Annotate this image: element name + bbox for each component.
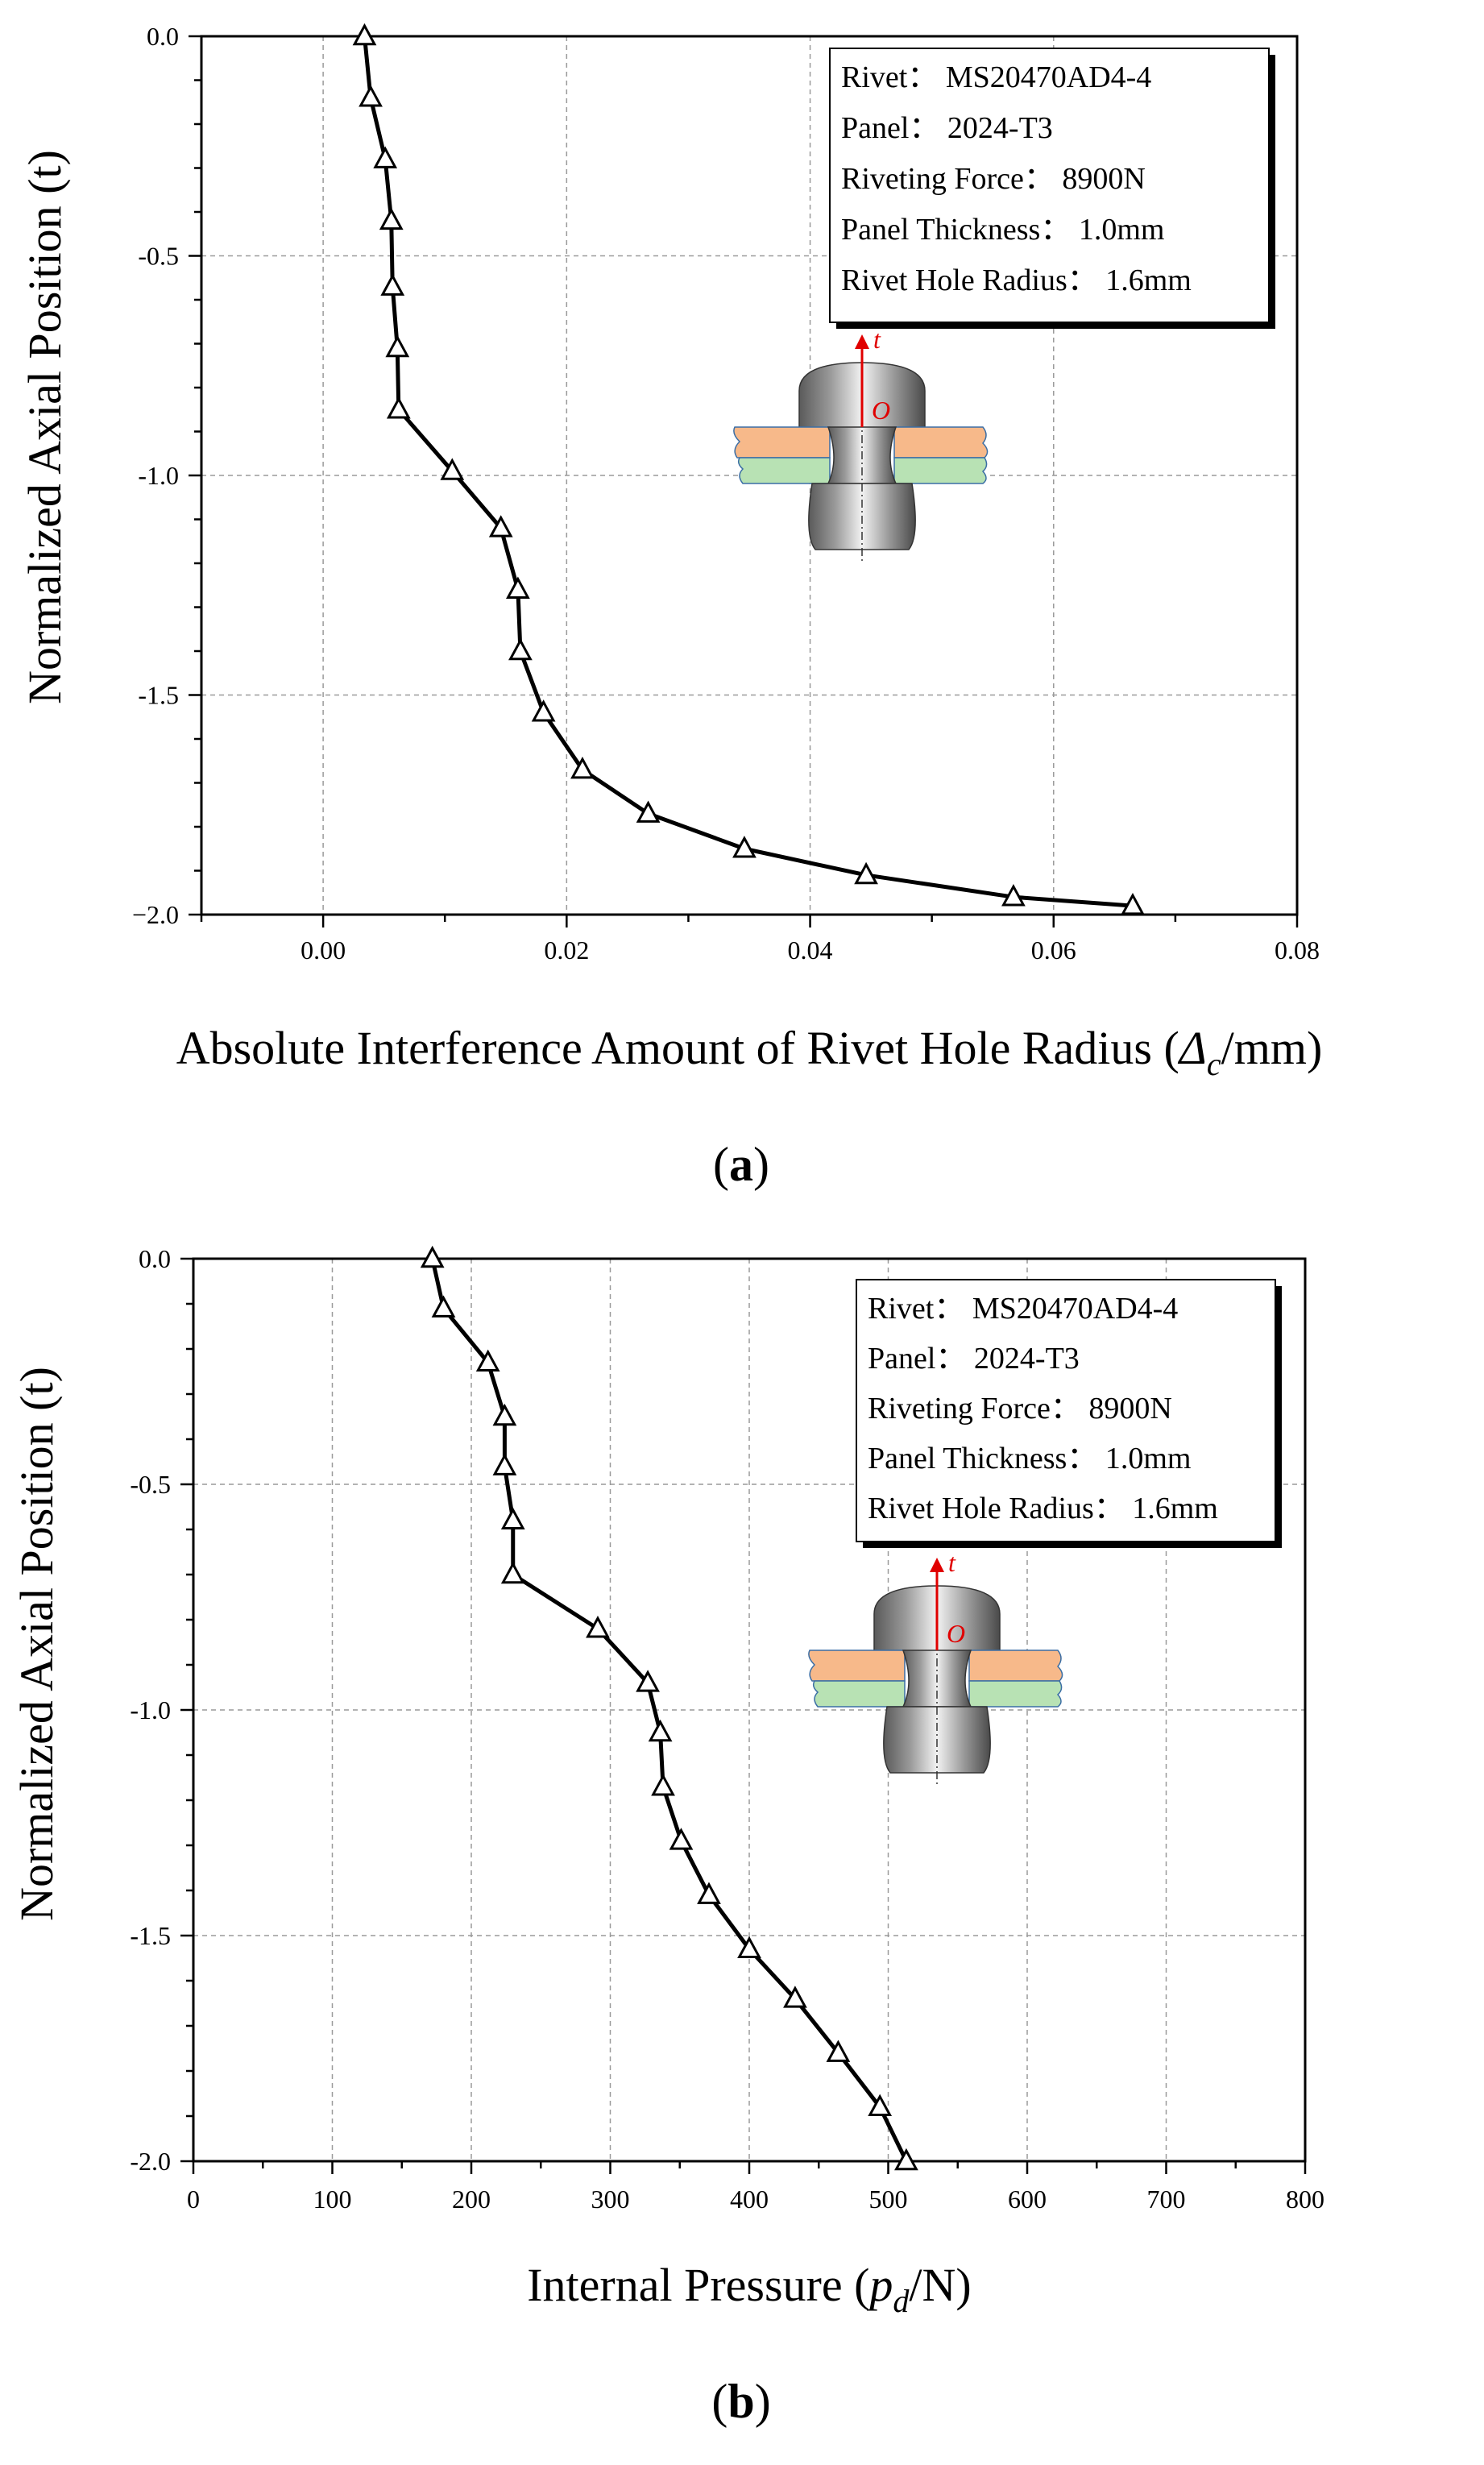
x-tick-label: 0.02	[544, 936, 589, 965]
x-tick-label: 200	[452, 2185, 491, 2214]
data-point-marker	[431, 1295, 456, 1318]
y-axis-title: Normalized Axial Position (t)	[10, 1367, 63, 1921]
data-point-marker	[648, 1719, 673, 1742]
chart-panel-a: 0.00 0.02 0.04 0.06 0.08 0.0 -0.5 -1.0 -1.5 −2.0 A…	[19, 22, 1322, 1191]
data-point-marker	[651, 1774, 675, 1796]
legend-frame	[856, 1279, 1276, 1542]
y-tick-label: 0.0	[139, 1244, 171, 1273]
legend-entry: Rivet： MS20470AD4-4	[841, 60, 1151, 94]
data-point-marker	[868, 2094, 893, 2117]
upper-panel-right	[968, 1650, 1063, 1682]
legend-entry: Panel： 2024-T3	[841, 111, 1053, 145]
x-tick-label: 0	[187, 2185, 200, 2214]
data-point-marker	[506, 576, 530, 599]
x-tick-label: 0.04	[788, 936, 833, 965]
inset-t-label: t	[948, 1548, 956, 1577]
legend-entry: Rivet Hole Radius： 1.6mm	[841, 264, 1192, 297]
y-tick-label: -1.5	[138, 681, 179, 710]
upper-panel-right	[893, 426, 989, 459]
rivet-inset-diagram: tO	[808, 1548, 1063, 1787]
legend-entry: Riveting Force： 8900N	[868, 1392, 1172, 1425]
x-tick-label: 400	[730, 2185, 769, 2214]
legend-entry: Panel Thickness： 1.0mm	[868, 1442, 1191, 1475]
x-tick-label: 0.06	[1031, 936, 1076, 965]
panel-label: (b)	[711, 2375, 770, 2428]
y-tick-label: -2.0	[130, 2147, 171, 2176]
data-point-marker	[492, 1453, 517, 1475]
legend-entry: Panel： 2024-T3	[868, 1342, 1080, 1376]
legend-entry: Rivet： MS20470AD4-4	[868, 1292, 1178, 1326]
y-tick-label: 0.0	[147, 22, 179, 51]
inset-origin-label: O	[872, 396, 890, 425]
x-axis-title: Absolute Interference Amount of Rivet Ho…	[176, 1022, 1323, 1082]
data-point-marker	[636, 1670, 660, 1692]
x-tick-label: 0.00	[301, 936, 346, 965]
data-point-marker	[386, 396, 411, 419]
legend-entry: Riveting Force： 8900N	[841, 162, 1146, 196]
data-point-marker	[826, 2040, 851, 2062]
data-point-marker	[854, 861, 878, 885]
x-tick-label: 0.08	[1275, 936, 1320, 965]
x-tick-label: 100	[313, 2185, 352, 2214]
data-point-marker	[508, 637, 533, 661]
lower-panel-right	[968, 1680, 1063, 1708]
x-tick-label: 500	[869, 2185, 908, 2214]
inset-origin-label: O	[947, 1619, 965, 1648]
data-point-marker	[732, 836, 757, 858]
data-point-marker	[385, 334, 410, 358]
upper-panel-left	[733, 426, 831, 459]
x-axis-title: Internal Pressure (pd/N)	[527, 2259, 972, 2319]
y-tick-label: -1.0	[138, 461, 179, 490]
data-point-marker	[1001, 884, 1026, 907]
data-point-marker	[531, 699, 556, 722]
data-point-marker	[1121, 892, 1145, 915]
data-point-marker	[570, 757, 595, 779]
y-tick-label: -1.5	[130, 1921, 171, 1950]
chart-panel-b: 0 100 200 300 400 500 600 700 800 0.0 -0.5 -1.0 -1.5…	[10, 1244, 1324, 2428]
data-point-marker	[373, 146, 398, 168]
data-point-marker	[488, 515, 513, 537]
x-tick-label: 600	[1008, 2185, 1047, 2214]
x-tick-label: 800	[1286, 2185, 1324, 2214]
legend-entry: Rivet Hole Radius： 1.6mm	[868, 1492, 1218, 1525]
data-point-marker	[440, 458, 465, 480]
legend-box: Rivet： MS20470AD4-4 Panel： 2024-T3 Rivetin…	[856, 1279, 1282, 1548]
y-tick-label: -0.5	[138, 242, 179, 271]
data-point-marker	[669, 1828, 694, 1850]
data-point-marker	[379, 207, 404, 230]
data-point-marker	[500, 1561, 525, 1584]
data-point-marker	[783, 1986, 807, 2008]
data-point-marker	[636, 800, 661, 823]
data-point-marker	[352, 23, 377, 46]
data-point-marker	[359, 85, 383, 107]
x-tick-label: 300	[591, 2185, 630, 2214]
data-point-marker	[697, 1882, 721, 1904]
panel-label: (a)	[713, 1138, 769, 1191]
data-point-marker	[420, 1245, 445, 1268]
inset-t-label: t	[873, 325, 881, 354]
upper-panel-left	[808, 1650, 906, 1682]
data-point-marker	[475, 1349, 500, 1372]
x-tick-label: 700	[1147, 2185, 1186, 2214]
legend-frame	[829, 48, 1270, 323]
y-tick-label: -1.0	[130, 1695, 171, 1724]
y-axis-title: Normalized Axial Position (t)	[19, 150, 71, 704]
y-tick-label: -0.5	[130, 1470, 171, 1499]
data-point-marker	[737, 1936, 761, 1959]
data-point-marker	[492, 1403, 517, 1426]
lower-panel-left	[812, 1680, 906, 1708]
data-point-marker	[500, 1507, 525, 1530]
legend-box: Rivet： MS20470AD4-4 Panel： 2024-T3 Rivetin…	[829, 48, 1275, 329]
rivet-inset-diagram: tO	[733, 325, 989, 564]
legend-entry: Panel Thickness： 1.0mm	[841, 213, 1164, 247]
lower-panel-right	[893, 457, 988, 484]
data-point-marker	[894, 2148, 918, 2171]
data-point-marker	[586, 1616, 610, 1638]
lower-panel-left	[737, 457, 831, 484]
y-tick-label: −2.0	[132, 900, 179, 929]
data-point-marker	[380, 273, 405, 296]
